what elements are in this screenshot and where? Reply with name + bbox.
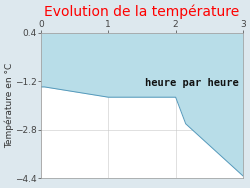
Text: heure par heure: heure par heure: [145, 78, 239, 88]
Y-axis label: Température en °C: Température en °C: [4, 63, 14, 148]
Title: Evolution de la température: Evolution de la température: [44, 4, 239, 19]
